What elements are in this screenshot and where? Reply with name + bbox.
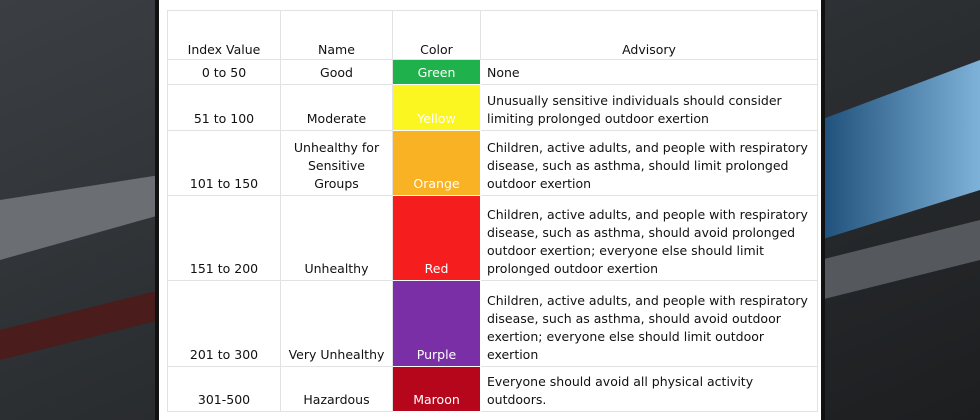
color-cell: Red [392,195,481,282]
advisory-cell: Children, active adults, and people with… [480,280,818,367]
index-value-cell: 301-500 [167,365,281,413]
table-panel: Index Value Name Color Advisory 0 to 50 Good… [155,0,825,420]
advisory-cell: Unusually sensitive individuals should c… [480,84,818,131]
index-value-cell: 51 to 100 [167,84,281,131]
table-row: 51 to 100 Moderate Yellow Unusually sensiti… [167,84,818,131]
table-row: 0 to 50 Good Green None [167,58,818,86]
column-header: Index Value [167,10,281,60]
name-cell: Unhealthy [280,195,393,282]
advisory-cell: Everyone should avoid all physical activ… [480,365,818,413]
table-row: 101 to 150 Unhealthy for Sensitive Groups… [167,129,818,197]
stripe [0,175,160,260]
index-value-cell: 151 to 200 [167,195,281,282]
table-row: 201 to 300 Very Unhealthy Purple Children, … [167,280,818,367]
stripe [0,290,160,360]
stripe [820,220,980,300]
color-cell: Maroon [392,365,481,413]
name-cell: Hazardous [280,365,393,413]
color-cell: Orange [392,129,481,197]
advisory-cell: None [480,58,818,86]
aqi-table: Index Value Name Color Advisory 0 to 50 Good… [167,10,818,413]
stripe [820,60,980,240]
column-header: Color [392,10,481,60]
name-cell: Unhealthy for Sensitive Groups [280,129,393,197]
advisory-cell: Children, active adults, and people with… [480,195,818,282]
name-cell: Moderate [280,84,393,131]
column-header: Name [280,10,393,60]
column-header: Advisory [480,10,818,60]
name-cell: Very Unhealthy [280,280,393,367]
color-cell: Yellow [392,84,481,131]
index-value-cell: 0 to 50 [167,58,281,86]
color-cell: Purple [392,280,481,367]
table-row: 151 to 200 Unhealthy Red Children, active a… [167,195,818,282]
header-row: Index Value Name Color Advisory [167,10,818,60]
advisory-cell: Children, active adults, and people with… [480,129,818,197]
table-body: 0 to 50 Good Green None 51 to 100 Moderate Yel… [167,58,818,413]
color-cell: Green [392,58,481,86]
index-value-cell: 101 to 150 [167,129,281,197]
index-value-cell: 201 to 300 [167,280,281,367]
name-cell: Good [280,58,393,86]
table-row: 301-500 Hazardous Maroon Everyone should av… [167,365,818,413]
